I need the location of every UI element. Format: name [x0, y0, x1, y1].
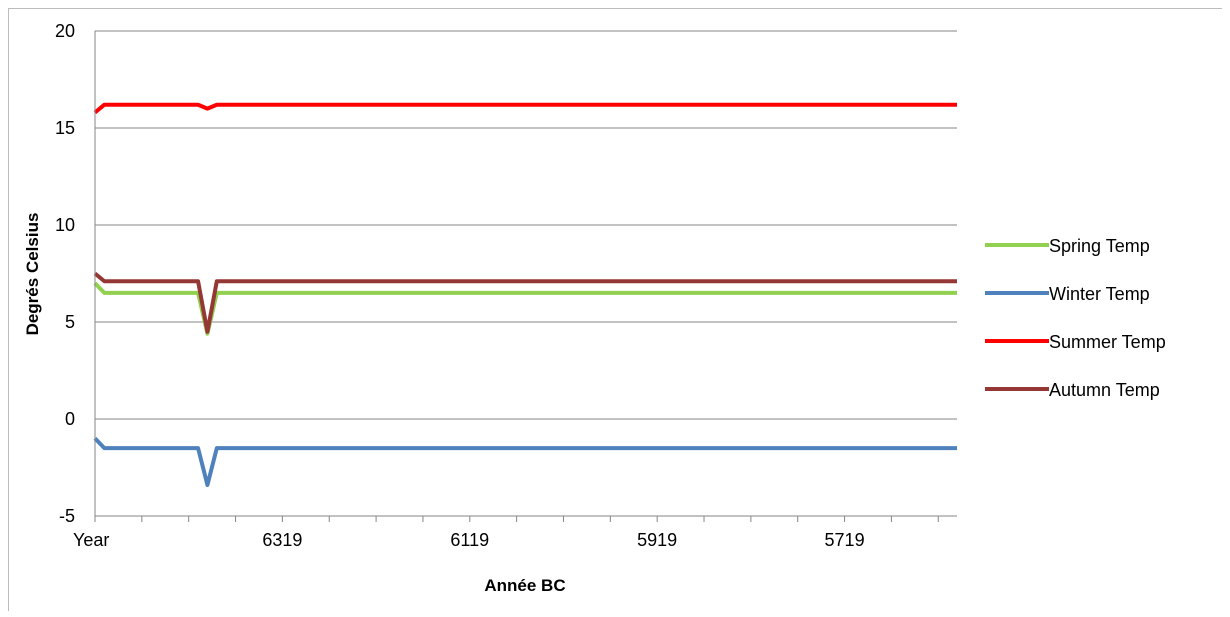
chart-area: [8, 8, 1222, 611]
x-axis-title: Année BC: [484, 576, 565, 595]
y-tick-label-0: 0: [65, 409, 75, 429]
series-line-spring-temp: [93, 281, 957, 336]
y-axis-title: Degrés Celsius: [23, 213, 42, 336]
series-line-winter-temp: [93, 437, 957, 487]
y-tick-label-10: 10: [55, 215, 75, 235]
series-layer: [93, 102, 957, 487]
legend-label-winter-temp: Winter Temp: [1049, 284, 1150, 304]
series-line-summer-temp: [93, 102, 957, 115]
x-tick-label-6319: 6319: [262, 530, 302, 550]
x-tick-label-6119: 6119: [450, 530, 489, 550]
y-tick-label-5: 5: [65, 312, 75, 332]
axis-layer: -5 0 5 10 15 20 Year 6319 6119 5919 5719: [55, 21, 957, 550]
legend-label-spring-temp: Spring Temp: [1049, 236, 1150, 256]
y-tick-label-15: 15: [55, 118, 75, 138]
y-tick-label-20: 20: [55, 21, 75, 41]
legend-label-autumn-temp: Autumn Temp: [1049, 380, 1160, 400]
legend-label-summer-temp: Summer Temp: [1049, 332, 1166, 352]
x-tick-label-year: Year: [73, 530, 109, 550]
series-line-autumn-temp: [93, 271, 957, 334]
x-tick-label-5719: 5719: [825, 530, 865, 550]
legend: Spring Temp Winter Temp Summer Temp Autumn …: [985, 236, 1166, 400]
y-tick-label--5: -5: [59, 506, 75, 526]
x-tick-label-5919: 5919: [637, 530, 677, 550]
